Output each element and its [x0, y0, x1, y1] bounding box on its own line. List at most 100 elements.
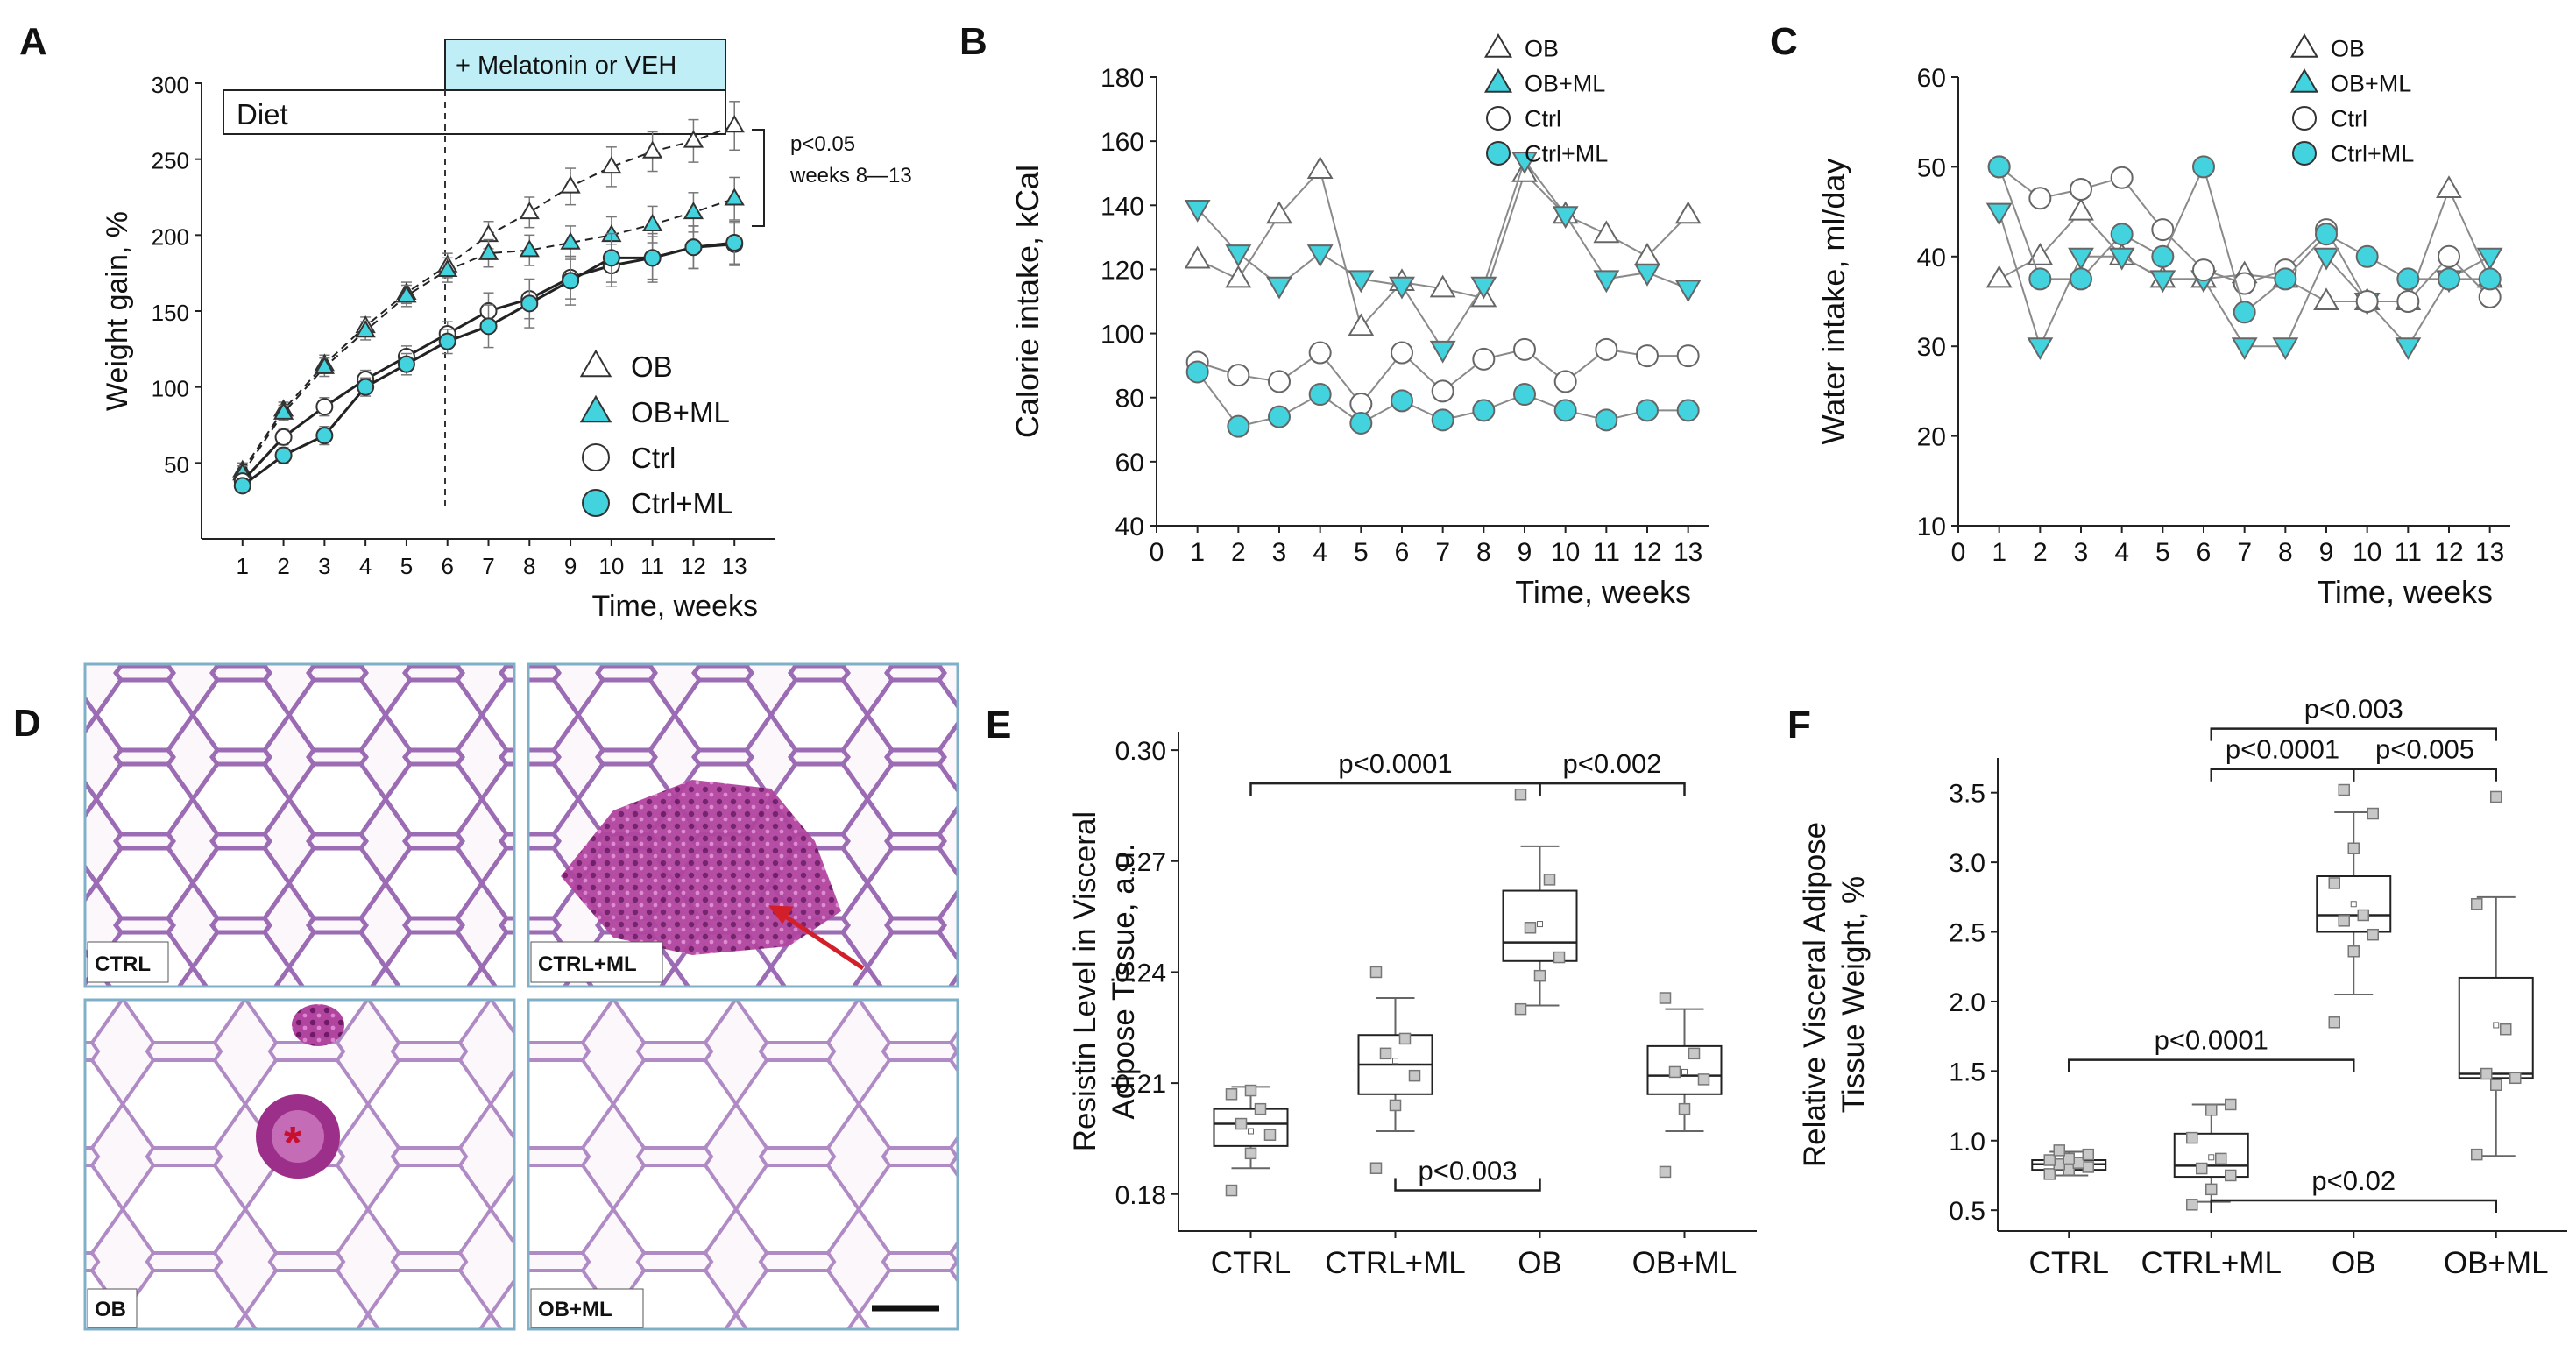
panel-letter-f: F — [1787, 704, 1811, 747]
data-point — [1511, 152, 1538, 174]
data-point — [1595, 408, 1618, 432]
data-point — [2070, 267, 2092, 291]
x-tick-label: 10 — [1551, 538, 1580, 567]
data-point — [1389, 276, 1415, 300]
micrograph-ob-ml: OB+ML — [527, 998, 959, 1331]
data-point — [642, 213, 663, 231]
data-point — [1676, 344, 1700, 368]
box-iqr — [1213, 1108, 1289, 1147]
x-tick-label: OB+ML — [1632, 1246, 1737, 1280]
significance-bracket — [1394, 1178, 1541, 1192]
legend-marker — [2292, 106, 2317, 131]
data-point — [2151, 244, 2175, 268]
data-point — [2043, 1168, 2056, 1180]
data-point — [519, 201, 540, 220]
legend-marker — [1483, 33, 1513, 58]
data-point — [1659, 1165, 1672, 1179]
data-point — [1408, 1069, 1421, 1082]
x-tick-label: OB — [2332, 1246, 2376, 1280]
panel-letter-b: B — [959, 20, 987, 63]
legend-marker — [1486, 106, 1511, 131]
data-point — [272, 401, 294, 420]
data-point — [1636, 399, 1659, 422]
significance-bracket — [1249, 782, 1541, 796]
x-tick-label: 8 — [1476, 538, 1491, 567]
data-point — [1308, 383, 1332, 407]
x-tick-label: 10 — [2353, 538, 2381, 567]
data-point — [2110, 223, 2134, 246]
data-point — [397, 355, 415, 373]
data-point — [2043, 1154, 2056, 1166]
y-tick-label: 0.5 — [1949, 1197, 1985, 1226]
y-tick-label: 120 — [1100, 256, 1144, 285]
x-axis-label: Time, weeks — [1515, 574, 1691, 610]
data-point — [2082, 1148, 2094, 1161]
significance-label: p<0.0001 — [2226, 734, 2339, 765]
y-tick-label: 2.0 — [1949, 988, 1985, 1017]
panel-letter-e: E — [986, 704, 1011, 747]
data-point — [1184, 245, 1211, 269]
data-point — [1697, 1073, 1710, 1086]
data-point — [1676, 399, 1700, 422]
x-tick-label: 4 — [2114, 538, 2129, 567]
y-tick-label: 10 — [1917, 513, 1946, 542]
x-tick-label: 7 — [482, 553, 494, 579]
data-point — [437, 258, 458, 277]
legend-label: Ctrl — [1525, 106, 1561, 132]
legend-label: OB — [631, 350, 673, 383]
x-tick-label: 12 — [1632, 538, 1661, 567]
data-point — [2471, 1148, 2483, 1161]
data-point — [2225, 1098, 2237, 1111]
data-point — [1348, 313, 1375, 336]
y-tick-label: 0.27 — [1115, 848, 1166, 877]
data-point — [1225, 1088, 1238, 1101]
data-point — [520, 294, 539, 313]
significance-bracket — [2210, 727, 2497, 741]
data-point — [1348, 270, 1375, 294]
y-tick-label: 20 — [1917, 423, 1946, 452]
x-tick-label: 7 — [1435, 538, 1450, 567]
significance-bracket — [2210, 768, 2355, 782]
x-tick-label: 2 — [2033, 538, 2048, 567]
y-tick-label: 3.0 — [1949, 849, 1985, 878]
data-point — [2053, 1144, 2065, 1157]
legend-marker — [582, 489, 610, 517]
y-axis-label-line2: Adipose Tissue, a.u. — [1107, 843, 1141, 1119]
diet-label: Diet — [237, 98, 288, 131]
data-point — [478, 242, 499, 260]
data-point — [1552, 206, 1579, 230]
x-tick-label: CTRL — [1211, 1246, 1291, 1280]
y-tick-label: 0.18 — [1115, 1181, 1166, 1210]
data-point — [2328, 1016, 2340, 1029]
diet-box — [223, 89, 726, 135]
legend-label: Ctrl — [2331, 106, 2367, 132]
data-point — [1513, 337, 1536, 361]
y-axis-label: Water intake, ml/day — [1815, 159, 1851, 445]
data-point — [1514, 789, 1527, 801]
y-tick-label: 150 — [152, 300, 189, 326]
data-point — [1266, 201, 1292, 224]
data-point — [2205, 1183, 2218, 1196]
y-tick-label: 250 — [152, 148, 189, 174]
box-mean — [1681, 1068, 1688, 1075]
data-point — [1524, 922, 1537, 934]
data-point — [2367, 928, 2379, 941]
x-tick-label: 11 — [1593, 538, 1620, 567]
y-tick-label: 160 — [1100, 128, 1144, 157]
significance-weeks: weeks 8—13 — [789, 164, 912, 188]
x-tick-label: 0 — [1951, 538, 1966, 567]
data-point — [2313, 287, 2339, 310]
data-point — [1659, 992, 1672, 1004]
data-point — [2233, 272, 2256, 295]
data-point — [2231, 337, 2258, 360]
y-tick-label: 0.21 — [1115, 1070, 1166, 1099]
data-point — [2196, 1162, 2208, 1175]
data-point — [1678, 1102, 1691, 1115]
significance-bracket — [2210, 1199, 2497, 1214]
significance-bracket — [2353, 768, 2497, 782]
data-point — [1254, 1102, 1267, 1115]
x-tick-label: 6 — [441, 553, 453, 579]
data-point — [2068, 197, 2094, 221]
x-tick-label: 3 — [2074, 538, 2089, 567]
